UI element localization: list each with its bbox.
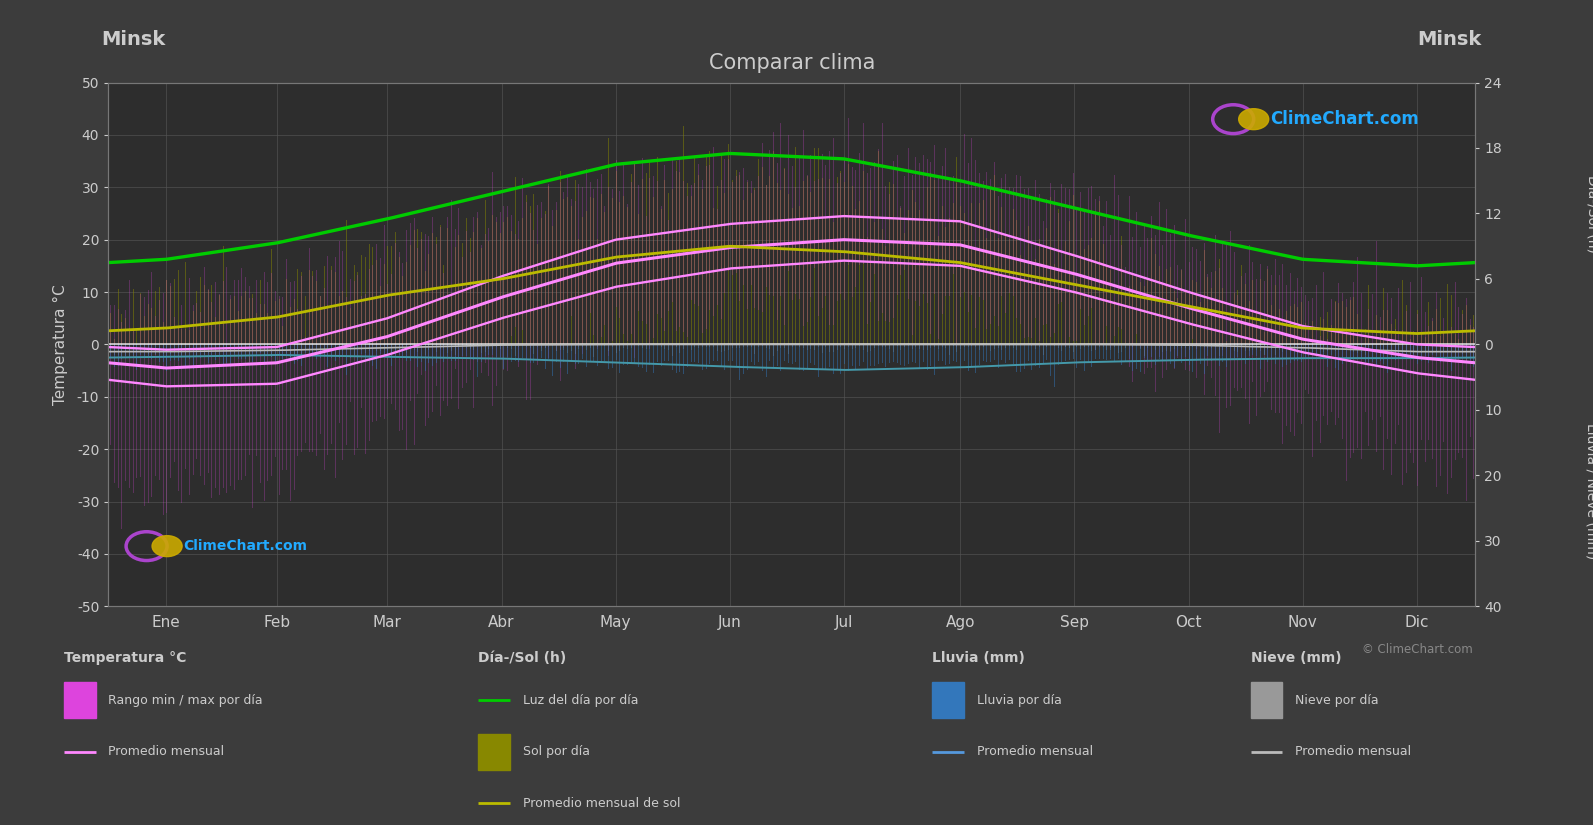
Text: Sol por día: Sol por día [523, 745, 589, 758]
Bar [1251, 682, 1282, 718]
Text: Rango min / max por día: Rango min / max por día [108, 694, 263, 707]
Text: ClimeChart.com: ClimeChart.com [183, 539, 307, 553]
Title: Comparar clima: Comparar clima [709, 53, 875, 73]
Text: Nieve (mm): Nieve (mm) [1251, 651, 1341, 665]
Text: Lluvia / Nieve (mm): Lluvia / Nieve (mm) [1585, 423, 1593, 559]
Text: Luz del día por día: Luz del día por día [523, 694, 639, 707]
Y-axis label: Temperatura °C: Temperatura °C [54, 284, 68, 405]
Text: Promedio mensual: Promedio mensual [977, 745, 1093, 758]
Text: Día-/Sol (h): Día-/Sol (h) [1585, 175, 1593, 252]
Text: Temperatura °C: Temperatura °C [64, 651, 186, 665]
Bar [478, 734, 510, 770]
Ellipse shape [151, 535, 182, 557]
Text: Día-/Sol (h): Día-/Sol (h) [478, 651, 566, 665]
Text: Lluvia (mm): Lluvia (mm) [932, 651, 1024, 665]
Text: Promedio mensual de sol: Promedio mensual de sol [523, 797, 680, 809]
Text: Minsk: Minsk [102, 30, 166, 50]
Text: Promedio mensual: Promedio mensual [1295, 745, 1411, 758]
Text: Nieve por día: Nieve por día [1295, 694, 1378, 707]
Bar [932, 682, 964, 718]
Text: Promedio mensual: Promedio mensual [108, 745, 225, 758]
Text: © ClimeChart.com: © ClimeChart.com [1362, 643, 1472, 656]
Text: Minsk: Minsk [1418, 30, 1481, 50]
Bar [64, 682, 96, 718]
Text: Lluvia por día: Lluvia por día [977, 694, 1061, 707]
Text: ClimeChart.com: ClimeChart.com [1270, 111, 1419, 128]
Ellipse shape [1239, 109, 1268, 130]
